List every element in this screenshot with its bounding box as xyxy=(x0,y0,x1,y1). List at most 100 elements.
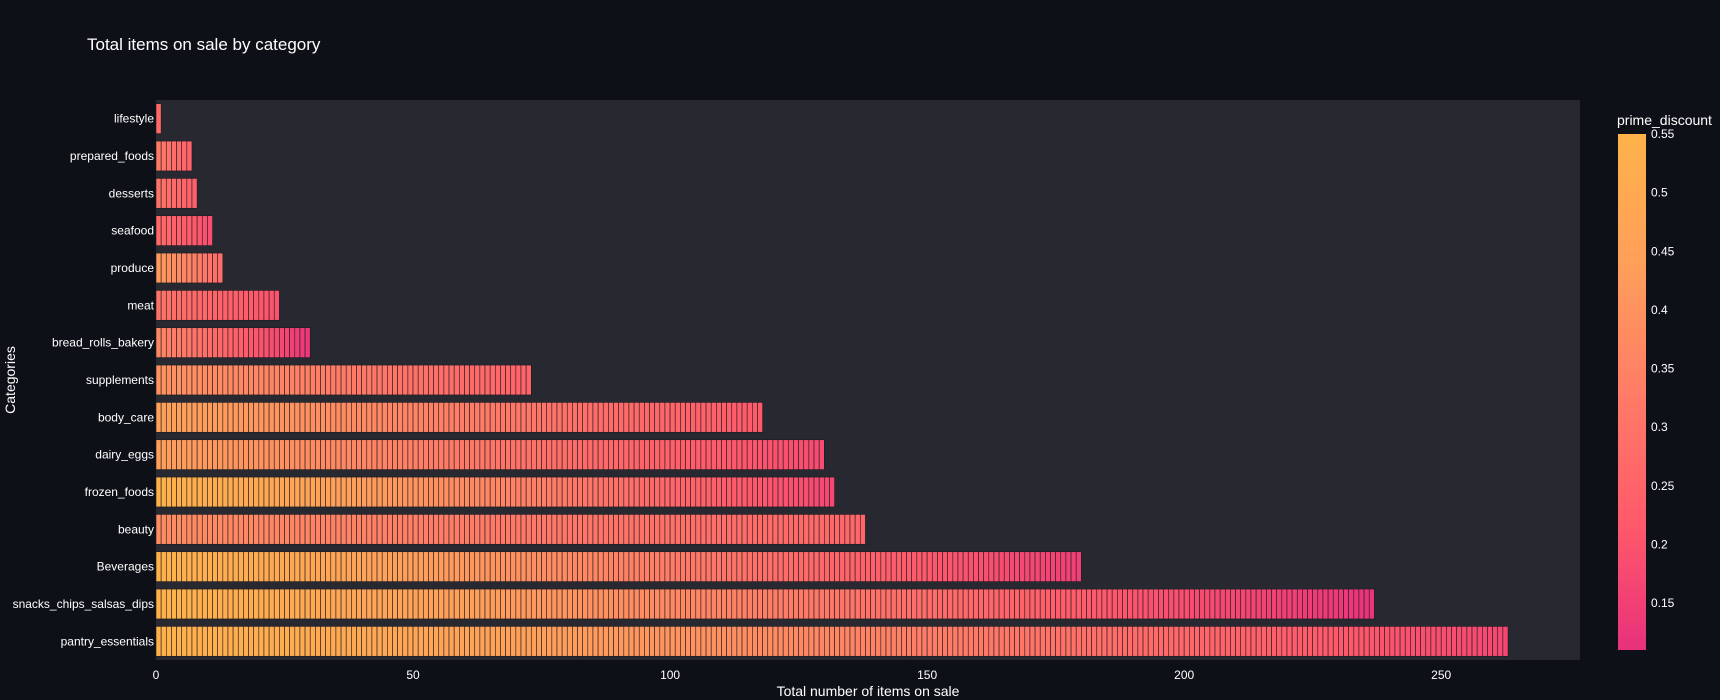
bar-segment xyxy=(1363,588,1370,620)
bar-segment xyxy=(726,514,733,545)
bar-segment xyxy=(165,402,172,433)
bar-segment xyxy=(453,402,460,433)
bar-segment xyxy=(279,402,285,433)
bar-segment xyxy=(746,439,753,470)
bar-segment xyxy=(243,476,249,508)
bar-segment xyxy=(818,551,825,582)
bar-segment xyxy=(289,364,296,396)
bar-segment xyxy=(638,402,645,433)
bar-segment xyxy=(772,439,779,470)
bar-segment xyxy=(469,364,476,396)
bar-segment xyxy=(448,514,455,545)
bar-segment xyxy=(1153,626,1159,657)
bar-segment xyxy=(618,514,625,545)
colorbar-gradient xyxy=(1618,134,1646,650)
bar-segment xyxy=(870,588,877,620)
bar-segment xyxy=(782,551,789,582)
bar-segment xyxy=(376,476,383,508)
bar-segment xyxy=(1111,588,1118,620)
bar-segment xyxy=(248,588,254,620)
bar-segment xyxy=(1368,588,1375,620)
bar-segment xyxy=(500,551,506,582)
y-tick-label: pantry_essentials xyxy=(61,634,154,648)
bar-segment xyxy=(983,588,990,620)
bar-meat xyxy=(155,290,280,321)
bar-segment xyxy=(402,476,409,508)
bar-segment xyxy=(890,588,897,620)
bar-segment xyxy=(505,514,512,545)
bar-segment xyxy=(1163,626,1170,657)
bar-segment xyxy=(782,588,789,620)
bar-segment xyxy=(1039,626,1046,657)
bar-segment xyxy=(793,626,799,657)
bar-segment xyxy=(289,626,296,657)
bar-segment xyxy=(530,402,537,433)
bar-pantry_essentials xyxy=(155,626,1509,657)
bar-segment xyxy=(309,514,316,545)
bar-segment xyxy=(417,551,424,582)
bar-segment xyxy=(330,402,337,433)
bar-segment xyxy=(669,402,676,433)
bar-segment xyxy=(752,402,758,433)
bar-segment xyxy=(345,439,352,470)
bar-segment xyxy=(428,402,434,433)
bar-segment xyxy=(196,215,203,246)
bar-segment xyxy=(469,626,476,657)
bar-segment xyxy=(181,178,188,209)
bar-segment xyxy=(217,327,224,358)
bar-segment xyxy=(752,439,758,470)
bar-segment xyxy=(530,514,537,545)
bar-segment xyxy=(1245,626,1252,657)
bar-segment xyxy=(1163,588,1170,620)
bar-segment xyxy=(530,439,537,470)
bar-segment xyxy=(865,626,871,657)
bar-segment xyxy=(782,476,789,508)
bar-segment xyxy=(237,402,244,433)
bar-segment xyxy=(967,588,974,620)
bar-segment xyxy=(407,588,414,620)
bar-segment xyxy=(633,476,640,508)
bar-segment xyxy=(546,626,553,657)
bar-segment xyxy=(664,588,671,620)
bar-segment xyxy=(644,402,650,433)
bar-segment xyxy=(387,514,393,545)
bar-segment xyxy=(212,364,218,396)
bar-segment xyxy=(608,514,614,545)
bar-segment xyxy=(1260,588,1267,620)
bar-segment xyxy=(196,364,203,396)
bar-segment xyxy=(669,476,676,508)
bar-segment xyxy=(890,626,897,657)
bar-segment xyxy=(628,402,635,433)
bar-segment xyxy=(325,514,332,545)
bar-segment xyxy=(577,439,583,470)
bar-segment xyxy=(1271,588,1277,620)
bar-segment xyxy=(464,551,470,582)
bar-segment xyxy=(387,402,393,433)
bar-segment xyxy=(854,588,861,620)
bar-segment xyxy=(304,551,311,582)
bar-lifestyle xyxy=(155,103,162,134)
bar-segment xyxy=(232,327,239,358)
bar-segment xyxy=(248,327,254,358)
bar-segment xyxy=(500,402,506,433)
bar-segment xyxy=(459,551,465,582)
bar-segment xyxy=(520,588,527,620)
bar-segment xyxy=(330,551,337,582)
bar-segment xyxy=(289,551,296,582)
bar-segment xyxy=(376,588,383,620)
bar-segment xyxy=(165,514,172,545)
bar-segment xyxy=(428,364,434,396)
bar-segment xyxy=(412,439,419,470)
bar-segment xyxy=(669,551,676,582)
bar-segment xyxy=(1050,551,1056,582)
bar-segment xyxy=(176,402,183,433)
bar-segment xyxy=(983,551,990,582)
bar-segment xyxy=(854,551,861,582)
bar-segment xyxy=(1286,588,1293,620)
bar-segment xyxy=(237,327,244,358)
bar-segment xyxy=(690,476,697,508)
bar-segment xyxy=(762,588,769,620)
bar-segment xyxy=(176,140,183,172)
bar-segment xyxy=(829,476,835,508)
